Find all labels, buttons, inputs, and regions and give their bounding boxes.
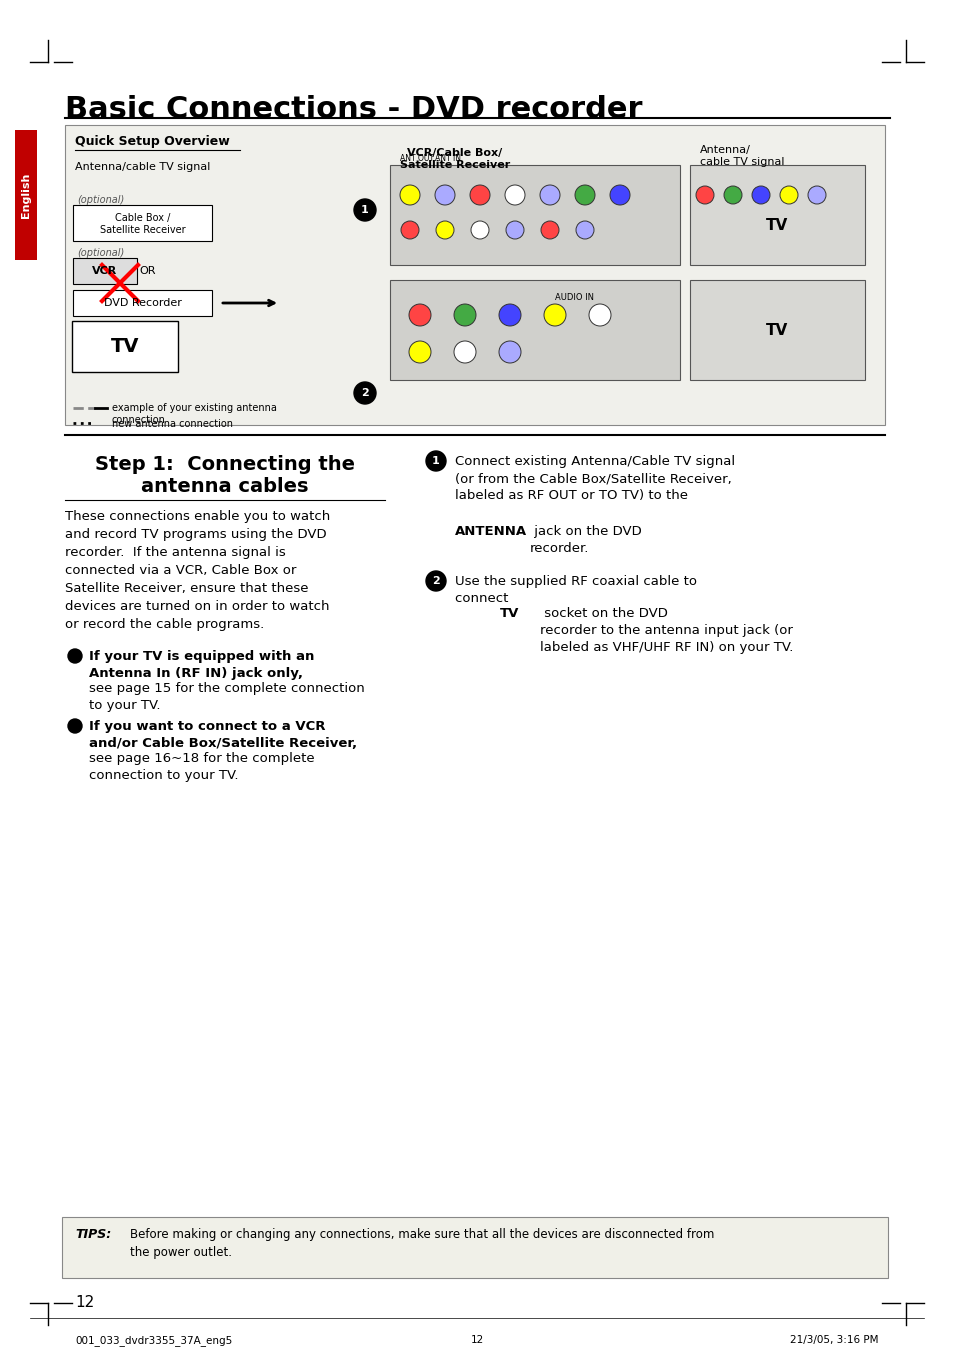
Text: TV: TV — [111, 337, 139, 355]
Bar — [390, 280, 679, 379]
Text: Antenna/cable TV signal: Antenna/cable TV signal — [75, 162, 211, 172]
FancyBboxPatch shape — [73, 205, 212, 242]
Circle shape — [498, 341, 520, 363]
Circle shape — [576, 221, 594, 239]
Circle shape — [498, 304, 520, 326]
Circle shape — [435, 186, 455, 205]
Text: example of your existing antenna
connection: example of your existing antenna connect… — [112, 403, 276, 425]
Text: Connect existing Antenna/Cable TV signal
(or from the Cable Box/Satellite Receiv: Connect existing Antenna/Cable TV signal… — [455, 455, 735, 519]
Text: If you want to connect to a VCR
and/or Cable Box/Satellite Receiver,: If you want to connect to a VCR and/or C… — [89, 719, 356, 749]
Circle shape — [588, 304, 610, 326]
Text: Quick Setup Overview: Quick Setup Overview — [75, 135, 230, 147]
Text: see page 16~18 for the complete
connection to your TV.: see page 16~18 for the complete connecti… — [89, 752, 314, 782]
Text: OR: OR — [139, 266, 156, 276]
FancyBboxPatch shape — [62, 1218, 887, 1278]
Circle shape — [68, 648, 82, 663]
Text: AUDIO IN: AUDIO IN — [555, 293, 594, 302]
FancyBboxPatch shape — [15, 130, 37, 259]
Circle shape — [539, 186, 559, 205]
FancyBboxPatch shape — [73, 258, 137, 284]
Text: 12: 12 — [470, 1335, 483, 1345]
Circle shape — [409, 341, 431, 363]
Bar — [390, 165, 679, 265]
Text: 12: 12 — [75, 1295, 94, 1310]
Text: socket on the DVD
recorder to the antenna input jack (or
labeled as VHF/UHF RF I: socket on the DVD recorder to the antenn… — [539, 607, 793, 654]
FancyBboxPatch shape — [71, 321, 178, 373]
Text: see page 15 for the complete connection
to your TV.: see page 15 for the complete connection … — [89, 682, 364, 713]
Circle shape — [751, 186, 769, 203]
Text: English: English — [21, 172, 30, 217]
Circle shape — [399, 186, 419, 205]
Text: 1: 1 — [432, 456, 439, 465]
Text: jack on the DVD
recorder.: jack on the DVD recorder. — [530, 526, 641, 556]
Circle shape — [575, 186, 595, 205]
Circle shape — [436, 221, 454, 239]
Text: VCR: VCR — [92, 266, 117, 276]
Text: TV: TV — [765, 322, 788, 337]
Text: VCR/Cable Box/
Satellite Receiver: VCR/Cable Box/ Satellite Receiver — [399, 147, 510, 169]
Circle shape — [409, 304, 431, 326]
Bar — [689, 165, 864, 265]
Circle shape — [723, 186, 741, 203]
Text: Step 1:  Connecting the: Step 1: Connecting the — [95, 455, 355, 474]
Text: 001_033_dvdr3355_37A_eng5: 001_033_dvdr3355_37A_eng5 — [75, 1335, 232, 1346]
Circle shape — [426, 571, 446, 591]
Text: ANTENNA: ANTENNA — [455, 526, 527, 538]
Circle shape — [505, 221, 523, 239]
Text: Use the supplied RF coaxial cable to
connect: Use the supplied RF coaxial cable to con… — [455, 575, 697, 605]
Text: 2: 2 — [432, 576, 439, 586]
Circle shape — [807, 186, 825, 203]
Text: If your TV is equipped with an
Antenna In (RF IN) jack only,: If your TV is equipped with an Antenna I… — [89, 650, 314, 680]
Bar — [689, 280, 864, 379]
Text: new antenna connection: new antenna connection — [112, 419, 233, 429]
Circle shape — [504, 186, 524, 205]
Text: Before making or changing any connections, make sure that all the devices are di: Before making or changing any connection… — [130, 1228, 714, 1259]
Circle shape — [696, 186, 713, 203]
Circle shape — [354, 199, 375, 221]
Text: Cable Box /
Satellite Receiver: Cable Box / Satellite Receiver — [100, 213, 186, 235]
Text: TIPS:: TIPS: — [75, 1228, 112, 1241]
Circle shape — [354, 382, 375, 404]
Circle shape — [540, 221, 558, 239]
Text: 21/3/05, 3:16 PM: 21/3/05, 3:16 PM — [790, 1335, 878, 1345]
Text: 2: 2 — [361, 388, 369, 399]
Circle shape — [780, 186, 797, 203]
FancyBboxPatch shape — [73, 289, 212, 317]
Text: Basic Connections - DVD recorder: Basic Connections - DVD recorder — [65, 96, 641, 124]
Text: 1: 1 — [361, 205, 369, 216]
Text: These connections enable you to watch
and record TV programs using the DVD
recor: These connections enable you to watch an… — [65, 511, 330, 631]
FancyBboxPatch shape — [65, 126, 884, 425]
Text: (optional): (optional) — [77, 248, 124, 258]
Text: (optional): (optional) — [77, 195, 124, 205]
Text: ANT OUT: ANT OUT — [399, 154, 434, 162]
Text: TV: TV — [765, 217, 788, 232]
Circle shape — [454, 304, 476, 326]
Text: Antenna/
cable TV signal: Antenna/ cable TV signal — [700, 145, 783, 167]
Circle shape — [609, 186, 629, 205]
Circle shape — [543, 304, 565, 326]
Circle shape — [470, 186, 490, 205]
Circle shape — [400, 221, 418, 239]
Text: DVD Recorder: DVD Recorder — [104, 298, 182, 308]
Circle shape — [454, 341, 476, 363]
Circle shape — [68, 719, 82, 733]
Circle shape — [471, 221, 489, 239]
Text: ANT IN: ANT IN — [435, 154, 460, 162]
Text: antenna cables: antenna cables — [141, 476, 309, 495]
Text: TV: TV — [499, 607, 518, 620]
Circle shape — [426, 450, 446, 471]
